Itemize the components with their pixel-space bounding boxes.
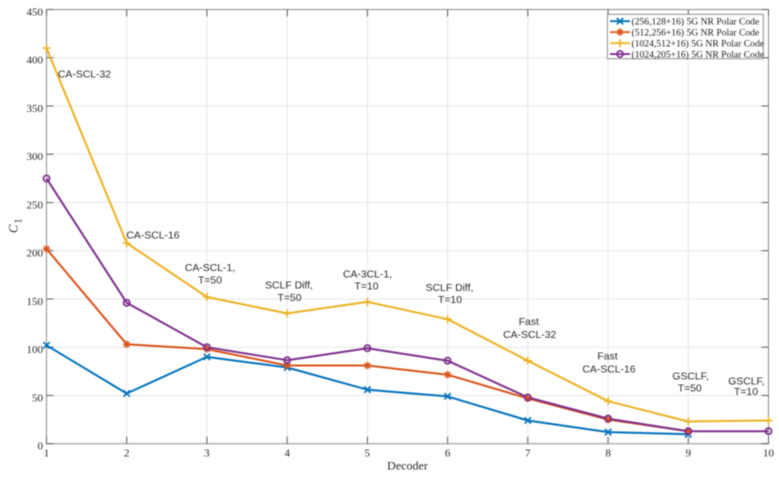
svg-text:CA-SCL-16: CA-SCL-16: [582, 365, 635, 376]
svg-text:T=50: T=50: [278, 293, 302, 304]
svg-text:CA-SCL-16: CA-SCL-16: [126, 231, 179, 242]
svg-text:Decoder: Decoder: [387, 459, 428, 473]
svg-text:1: 1: [44, 448, 50, 460]
svg-text:CA-SCL-1,: CA-SCL-1,: [185, 263, 235, 274]
svg-text:SCLF Diff,: SCLF Diff,: [426, 283, 474, 294]
svg-text:CA-SCL-32: CA-SCL-32: [58, 70, 111, 81]
svg-text:8: 8: [605, 448, 611, 460]
svg-text:T=10: T=10: [734, 387, 758, 398]
svg-text:200: 200: [27, 248, 44, 260]
svg-text:450: 450: [27, 7, 44, 19]
svg-text:9: 9: [686, 448, 692, 460]
svg-text:CA-SCL-32: CA-SCL-32: [503, 330, 556, 341]
svg-text:T=10: T=10: [355, 282, 379, 293]
svg-text:CA-3CL-1,: CA-3CL-1,: [343, 270, 392, 281]
svg-text:(1024,512+16) 5G NR Polar Code: (1024,512+16) 5G NR Polar Code: [632, 39, 765, 50]
svg-text:T=50: T=50: [678, 384, 702, 395]
svg-text:3: 3: [204, 448, 210, 460]
svg-text:C: C: [7, 224, 21, 233]
svg-text:5: 5: [365, 448, 371, 460]
svg-text:(1024,205+16) 5G NR Polar Code: (1024,205+16) 5G NR Polar Code: [632, 49, 765, 60]
svg-text:2: 2: [124, 448, 130, 460]
svg-text:GSCLF,: GSCLF,: [728, 376, 764, 387]
svg-text:(256,128+16) 5G NR Polar Code: (256,128+16) 5G NR Polar Code: [632, 17, 760, 28]
svg-text:7: 7: [525, 448, 531, 460]
svg-text:T=50: T=50: [198, 276, 222, 287]
svg-text:250: 250: [27, 200, 44, 212]
svg-text:50: 50: [32, 393, 44, 405]
svg-text:Fast: Fast: [597, 352, 617, 363]
svg-text:(512,256+16) 5G NR Polar Code: (512,256+16) 5G NR Polar Code: [632, 28, 760, 39]
svg-text:4: 4: [284, 448, 290, 460]
svg-text:Fast: Fast: [519, 317, 539, 328]
svg-text:300: 300: [27, 151, 44, 163]
svg-text:GSCLF,: GSCLF,: [672, 372, 708, 383]
svg-text:SCLF Diff,: SCLF Diff,: [265, 281, 313, 292]
svg-text:400: 400: [27, 55, 44, 67]
svg-text:350: 350: [27, 103, 44, 115]
svg-text:0: 0: [38, 441, 44, 453]
svg-text:150: 150: [27, 296, 44, 308]
svg-text:6: 6: [445, 448, 451, 460]
svg-text:1: 1: [14, 219, 25, 224]
svg-text:T=10: T=10: [438, 295, 462, 306]
svg-text:100: 100: [27, 344, 44, 356]
svg-text:10: 10: [763, 448, 775, 460]
